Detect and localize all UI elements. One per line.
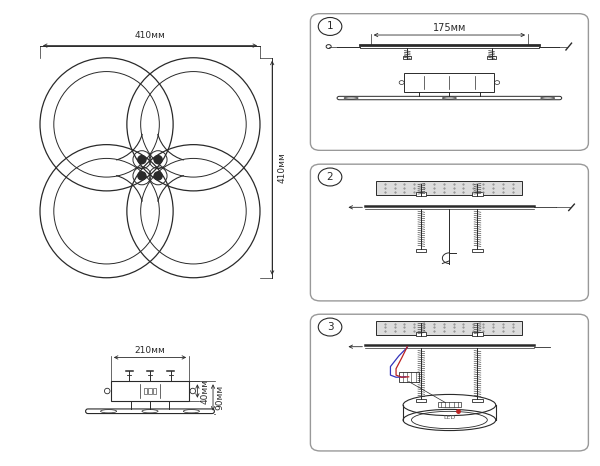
Text: 40мм: 40мм [200,378,209,404]
Bar [403,56,412,59]
Bar [416,398,427,403]
Bar [472,332,482,336]
Text: 90мм: 90мм [216,385,225,410]
Bar [148,388,152,394]
Circle shape [154,156,162,164]
Text: 2: 2 [327,172,334,182]
Bar [404,74,494,92]
Bar [376,321,523,335]
Bar [487,56,496,59]
Bar [416,192,427,196]
Bar [438,403,461,407]
Bar [416,332,427,336]
Bar [472,248,482,253]
Circle shape [138,156,146,164]
Bar [416,248,427,253]
Bar [472,192,482,196]
Bar [472,398,482,403]
Bar [399,372,419,382]
Text: LED: LED [443,415,455,420]
Circle shape [138,172,146,180]
Text: 3: 3 [327,322,334,332]
Text: 410мм: 410мм [134,31,166,40]
Text: 210мм: 210мм [134,346,166,355]
Bar [111,381,189,401]
Bar [376,181,523,195]
Text: 410мм: 410мм [278,152,287,183]
Bar [143,388,147,394]
Circle shape [154,172,162,180]
Text: 1: 1 [327,21,334,32]
Bar [153,388,157,394]
Text: 175мм: 175мм [433,23,466,33]
